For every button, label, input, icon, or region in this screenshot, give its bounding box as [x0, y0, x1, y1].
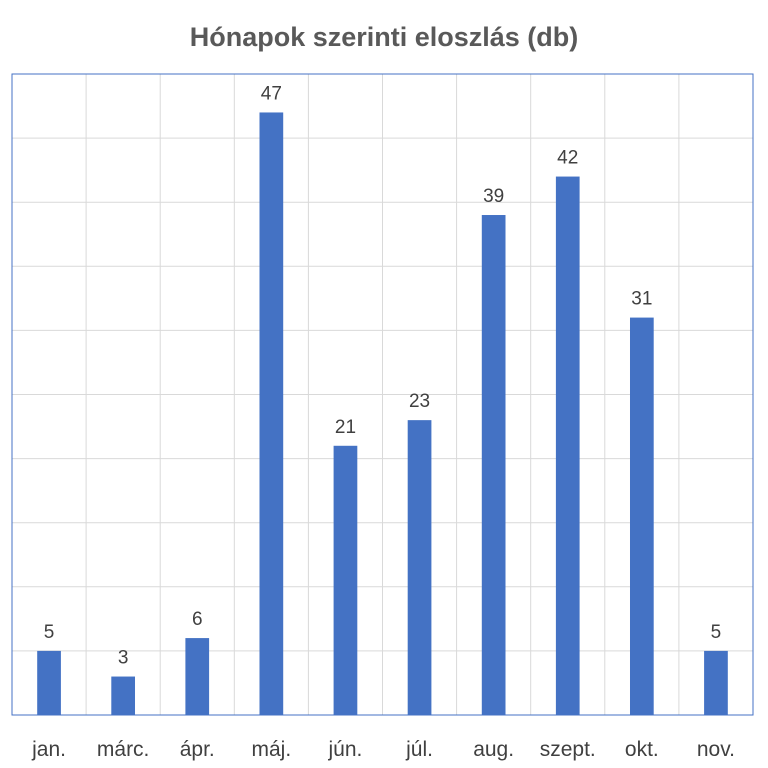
data-label-9: 5: [711, 622, 722, 643]
data-labels: 5 3 6 47 21 23 39 42 31 5: [44, 83, 721, 668]
x-axis-tick-labels: jan. márc. ápr. máj. jún. júl. aug. szept. okt. n…: [31, 738, 735, 761]
bar-5: [407, 420, 432, 715]
bar-6: [481, 215, 506, 715]
x-tick-label-8: okt.: [625, 738, 659, 761]
x-tick-label-3: máj.: [252, 738, 292, 761]
data-label-3: 47: [261, 83, 282, 104]
data-label-6: 39: [483, 186, 504, 207]
plot-area-border: [11, 73, 754, 716]
gridlines: [12, 74, 753, 715]
x-tick-label-6: aug.: [473, 738, 514, 761]
x-tick-label-1: márc.: [97, 738, 150, 761]
bar-7: [555, 176, 580, 715]
data-label-1: 3: [118, 648, 129, 669]
bars: [37, 112, 728, 715]
bar-1: [111, 676, 136, 715]
data-label-0: 5: [44, 622, 55, 643]
bar-4: [333, 445, 358, 715]
data-label-8: 31: [631, 289, 652, 310]
bar-8: [629, 317, 654, 715]
x-tick-label-0: jan.: [31, 738, 66, 761]
x-tick-label-4: jún.: [328, 738, 363, 761]
bar-3: [259, 112, 284, 715]
data-label-7: 42: [557, 148, 578, 169]
chart-title: Hónapok szerinti eloszlás (db): [189, 22, 579, 52]
data-label-5: 23: [409, 391, 430, 412]
bar-0: [37, 650, 61, 715]
data-label-2: 6: [192, 609, 203, 630]
x-tick-label-7: szept.: [540, 738, 596, 761]
x-tick-label-5: júl.: [405, 738, 433, 761]
x-tick-label-2: ápr.: [180, 738, 215, 761]
bar-2: [185, 638, 210, 715]
data-label-4: 21: [335, 417, 356, 438]
x-tick-label-9: nov.: [697, 738, 735, 761]
bar-9: [704, 650, 728, 715]
